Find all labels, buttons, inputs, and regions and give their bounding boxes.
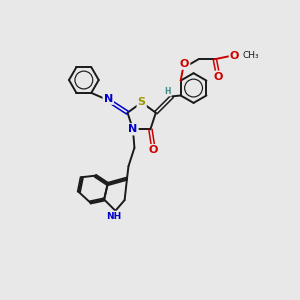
Text: O: O [230, 51, 239, 61]
Text: NH: NH [106, 212, 122, 220]
Text: O: O [213, 72, 223, 82]
Text: O: O [180, 59, 189, 69]
Text: H: H [164, 86, 171, 95]
Text: S: S [138, 98, 146, 107]
Text: N: N [103, 94, 113, 104]
Text: CH₃: CH₃ [242, 51, 259, 60]
Text: O: O [148, 145, 158, 155]
Text: N: N [128, 124, 138, 134]
